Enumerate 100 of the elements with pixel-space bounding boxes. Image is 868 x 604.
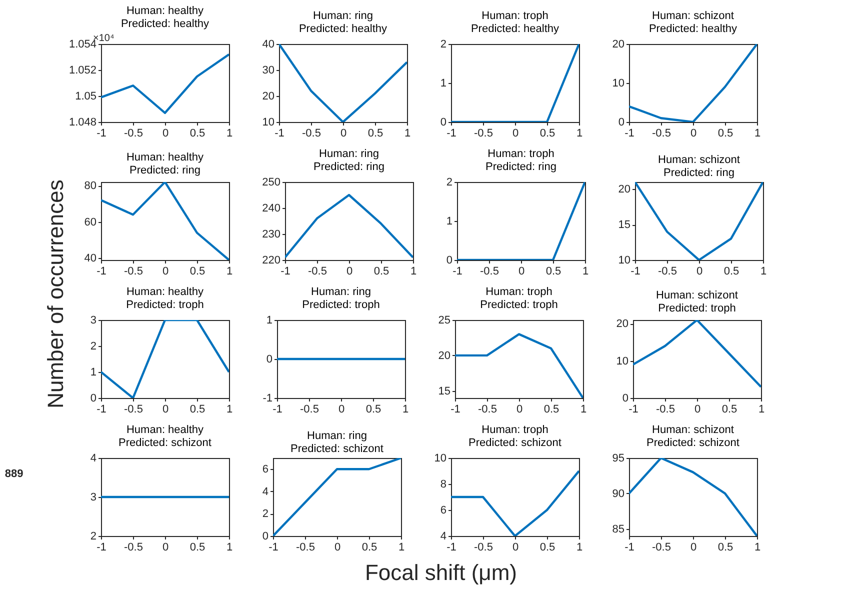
x-tick-label: -1	[630, 266, 640, 278]
line-series	[635, 182, 763, 260]
chart-title: Human: troph Predicted: healthy	[470, 10, 560, 35]
y-tick-label: 20	[616, 318, 628, 330]
y-tick-label: 20	[612, 38, 624, 50]
y-tick-label: 15	[618, 219, 630, 232]
text: 889	[4, 468, 24, 480]
x-tick-label: 1	[226, 128, 233, 140]
chart-title: Human: troph Predicted: ring	[486, 148, 556, 173]
y-tick-label: 220	[262, 254, 280, 266]
y-tick-label: 25	[438, 314, 450, 326]
x-tick-label: 0.5	[546, 266, 562, 278]
y-tick-label: 10	[262, 116, 274, 128]
y-tick-label: 1	[90, 366, 96, 378]
x-tick-label: 0	[516, 404, 523, 416]
chart-title: Human: healthy Predicted: ring	[126, 152, 204, 177]
text: Number of occurrences	[43, 180, 68, 408]
y-tick-label: 4	[440, 530, 446, 542]
y-tick-label: 10	[612, 78, 624, 90]
x-tick-label: -0.5	[302, 128, 321, 140]
x-tick-label: 1	[398, 542, 405, 554]
x-tick-label: -0.5	[124, 128, 143, 140]
line-series	[279, 44, 407, 122]
x-tick-label: 0.5	[190, 266, 206, 278]
y-tick-label: 1	[440, 78, 446, 90]
chart-title: Human: schizont Predicted: healthy	[648, 10, 738, 35]
x-tick-label: 0.5	[368, 128, 384, 140]
x-tick-label: 1	[226, 542, 233, 554]
x-tick-label: 0	[696, 266, 703, 278]
x-tick-label: 0.5	[544, 404, 560, 416]
y-tick-label: 40	[262, 38, 274, 50]
y-tick-label: 3	[90, 492, 96, 504]
x-tick-label: 0	[694, 404, 701, 416]
x-tick-label: -0.5	[124, 266, 143, 278]
x-tick-label: -0.5	[124, 542, 143, 554]
y-tick-label: 0	[262, 530, 268, 542]
y-tick-label: 2	[440, 38, 446, 50]
y-tick-label: 2	[90, 530, 96, 542]
x-tick-label: 0.5	[190, 404, 206, 416]
x-tick-label: 0.5	[190, 542, 206, 554]
y-tick-label: 0	[266, 354, 272, 366]
x-tick-label: 1	[402, 404, 409, 416]
x-tick-label: 0	[512, 542, 519, 554]
x-tick-label: 0	[334, 542, 341, 554]
line-series	[451, 470, 579, 536]
y-tick-label: 6	[262, 464, 268, 476]
y-tick-label: 0	[90, 392, 96, 404]
x-tick-label: -0.5	[300, 404, 319, 416]
chart-title: Human: schizont Predicted: schizont	[646, 424, 740, 449]
y-tick-label: 10	[616, 355, 628, 368]
x-tick-label: -0.5	[658, 266, 677, 278]
y-tick-label: 1	[446, 216, 452, 228]
y-tick-label: 4	[90, 452, 96, 464]
x-tick-label: -1	[628, 404, 638, 416]
x-tick-label: 0	[338, 404, 345, 416]
x-tick-label: 1	[754, 128, 761, 140]
x-tick-label: 0	[340, 128, 347, 140]
x-tick-label: -0.5	[308, 266, 327, 278]
x-tick-label: -0.5	[478, 404, 497, 416]
x-tick-label: 0	[690, 542, 697, 554]
x-tick-label: 1	[226, 266, 233, 278]
x-tick-label: 1	[582, 266, 589, 278]
y-tick-label: 60	[84, 216, 96, 228]
x-tick-label: 1	[758, 404, 765, 416]
x-tick-label: 0	[690, 128, 697, 140]
x-tick-label: 1	[226, 404, 233, 416]
chart-title: Human: ring Predicted: troph	[302, 286, 380, 311]
x-tick-label: 0	[162, 542, 169, 554]
y-tick-label: 0	[622, 392, 628, 404]
line-series	[455, 333, 583, 398]
chart-title: Human: schizont Predicted: troph	[656, 290, 738, 315]
x-tick-label: 0.5	[722, 404, 738, 416]
x-tick-label: 1	[580, 404, 587, 416]
x-tick-label: 0.5	[374, 266, 390, 278]
chart-title: Human: troph Predicted: schizont	[468, 424, 562, 449]
line-series	[101, 182, 229, 260]
x-tick-label: 0	[162, 404, 169, 416]
x-tick-label: 0.5	[540, 128, 556, 140]
y-tick-label: 2	[90, 340, 96, 352]
y-tick-label: 0	[446, 254, 452, 266]
x-tick-label: 0	[518, 266, 525, 278]
y-tick-label: 95	[612, 452, 624, 464]
y-tick-label: 30	[262, 64, 274, 76]
y-tick-label: 4	[262, 486, 268, 498]
x-tick-label: 0	[162, 266, 169, 278]
y-tick-label: 10	[618, 254, 630, 266]
x-tick-label: 0.5	[718, 542, 734, 554]
y-tick-label: -1	[262, 392, 272, 404]
x-tick-label: 0.5	[362, 542, 378, 554]
y-tick-label: 1.048	[68, 116, 96, 128]
x-tick-label: 0.5	[718, 128, 734, 140]
x-tick-label: 0.5	[540, 542, 556, 554]
chart-title: Human: ring Predicted: healthy	[298, 10, 388, 35]
x-tick-label: 1	[576, 542, 583, 554]
y-tick-label: 0	[440, 116, 446, 128]
x-tick-label: -0.5	[474, 542, 493, 554]
y-tick-label: 1.052	[68, 64, 96, 76]
chart-title: Human: troph Predicted: troph	[480, 286, 558, 311]
y-tick-label: 20	[262, 90, 274, 102]
y-tick-label: 90	[612, 488, 624, 500]
